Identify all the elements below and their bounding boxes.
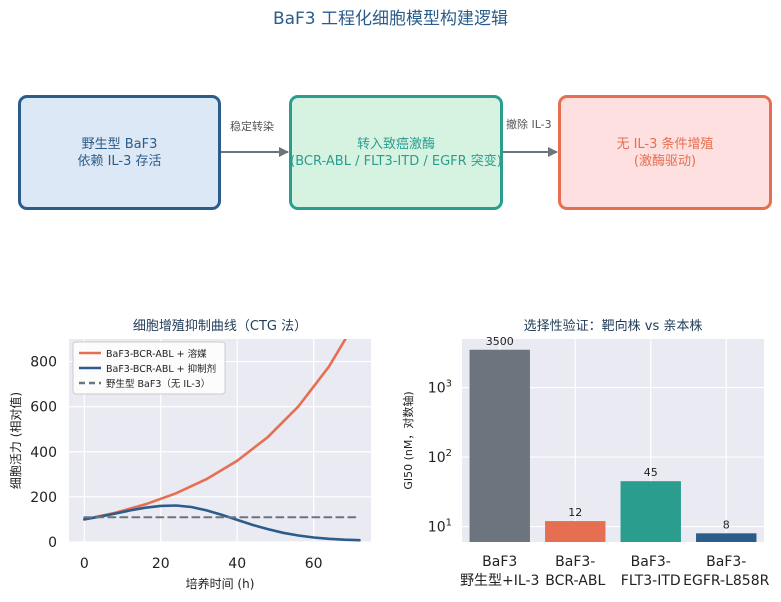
line-chart-x-tick-label: 0 [80, 556, 89, 572]
bar-chart-data-label-2: 12 [568, 506, 582, 519]
bar-chart-x-tick-label-line2: BCR-ABL [545, 573, 605, 589]
bar-chart-x-tick-label-line1: BaF3- [631, 554, 671, 570]
bar-chart-bar-4 [696, 533, 757, 542]
bar-chart-data-label-4: 8 [723, 518, 730, 531]
bar-chart-data-label-3: 45 [644, 466, 658, 479]
line-chart-y-tick-label: 200 [30, 490, 57, 506]
line-chart-x-tick-label: 20 [152, 556, 170, 572]
bar-chart-x-tick-label-line1: BaF3- [706, 554, 746, 570]
line-chart-y-axis-label: 细胞活力 (相对值) [8, 392, 23, 489]
flow-arrow-2-label: 撤除 IL-3 [506, 118, 552, 131]
flow-box-transfect-line1: 转入致癌激酶 [356, 136, 435, 152]
bar-chart-bar-3 [620, 481, 681, 542]
bar-chart-x-tick-label-line1: BaF3- [555, 554, 595, 570]
bar-chart-y-axis-label: GI50 (nM，对数轴) [401, 391, 415, 489]
line-chart-x-axis-label: 培养时间 (h) [186, 576, 255, 591]
line-chart-series-2 [83, 504, 361, 542]
flow-box-wildtype-line2: 依赖 IL-3 存活 [77, 153, 162, 169]
line-chart-legend-label-1: BaF3-BCR-ABL + 溶媒 [106, 348, 207, 360]
line-chart-legend [72, 341, 226, 395]
bar-chart-y-tick-label: 101 [428, 518, 452, 536]
flow-box-transfect: 转入致癌激酶 (BCR-ABL / FLT3-ITD / EGFR 突变) [289, 95, 503, 210]
bar-chart-x-tick-label-line2: FLT3-ITD [621, 573, 681, 589]
flow-box-il3-free-line2: (激酶驱动) [633, 153, 697, 169]
flow-box-wildtype: 野生型 BaF3 依赖 IL-3 存活 [18, 95, 221, 210]
line-chart-y-tick-label: 0 [48, 535, 57, 551]
page-title: BaF3 工程化细胞模型构建逻辑 [272, 9, 509, 29]
line-chart-y-tick-label: 800 [30, 355, 57, 371]
flow-arrow-1-label: 稳定转染 [230, 120, 274, 133]
bar-chart-x-tick-label-line2: EGFR-L858R [683, 573, 769, 589]
bar-chart-bar-2 [545, 521, 606, 542]
line-chart-title: 细胞增殖抑制曲线（CTG 法） [133, 318, 307, 334]
bar-chart-y-tick-label: 103 [428, 379, 452, 397]
flow-box-il3-free: 无 IL-3 条件增殖 (激酶驱动) [558, 95, 772, 210]
line-chart-legend-label-3: 野生型 BaF3（无 IL-3） [106, 378, 210, 390]
bar-chart-data-label-1: 3500 [486, 335, 514, 348]
line-chart-y-tick-label: 400 [30, 445, 57, 461]
line-chart-y-tick-label: 600 [30, 400, 57, 416]
bar-chart-x-tick-label-line2: 野生型+IL-3 [460, 573, 539, 589]
line-chart-series-1 [83, 339, 347, 521]
flow-box-il3-free-line1: 无 IL-3 条件增殖 [616, 136, 714, 152]
flow-box-transfect-line2: (BCR-ABL / FLT3-ITD / EGFR 突变) [290, 153, 502, 169]
bar-chart-title: 选择性验证：靶向株 vs 亲本株 [524, 318, 703, 334]
bar-chart-y-tick-label: 102 [428, 448, 452, 466]
flow-box-wildtype-line1: 野生型 BaF3 [81, 136, 158, 152]
line-chart-x-tick-label: 40 [228, 556, 246, 572]
bar-chart-bar-1 [469, 349, 530, 542]
line-chart-x-tick-label: 60 [305, 556, 323, 572]
line-chart-legend-label-2: BaF3-BCR-ABL + 抑制剂 [106, 363, 216, 375]
bar-chart-x-tick-label-line1: BaF3 [482, 554, 517, 570]
